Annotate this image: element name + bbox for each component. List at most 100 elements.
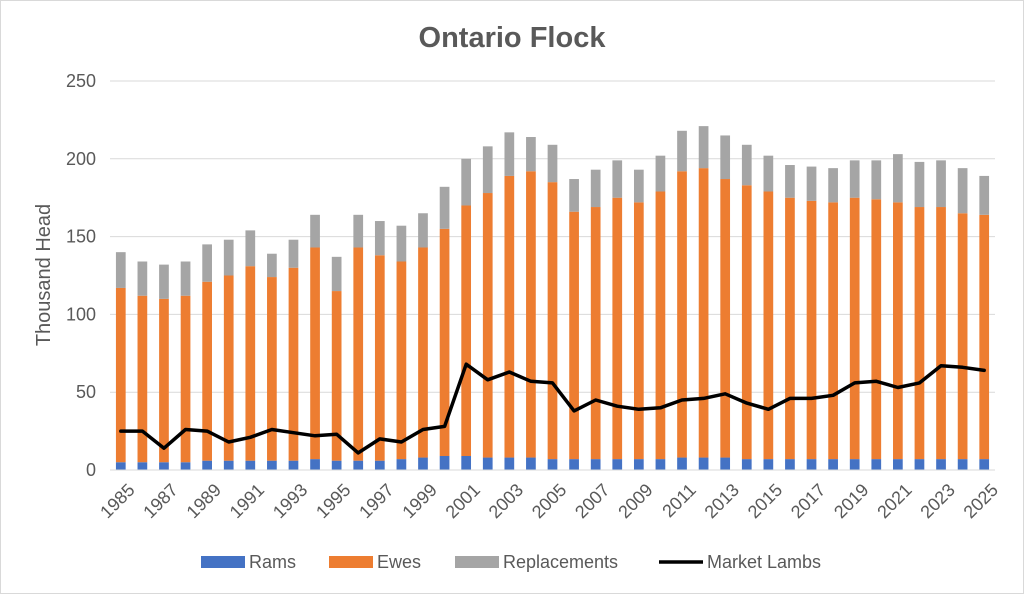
bar-replacements-1988 [180,261,191,296]
bar-rams-2002 [482,457,493,470]
market-lambs-line-group [119,362,986,455]
bar-ewes-2012 [698,168,709,458]
bar-ewes-1990 [223,275,234,461]
y-tick-label: 200 [66,149,96,169]
bar-replacements-2003 [504,132,515,176]
bar-rams-1990 [223,460,234,470]
bar-ewes-1985 [115,287,126,463]
bar-rams-2020 [871,459,882,470]
bar-ewes-2013 [720,179,731,458]
bar-replacements-1993 [288,239,299,268]
bar-replacements-2013 [720,135,731,180]
bar-replacements-2018 [828,168,838,203]
bar-rams-2004 [526,457,536,470]
bar-ewes-2019 [849,197,860,460]
legend-label-ewes: Ewes [377,552,421,572]
bar-ewes-1996 [353,247,364,461]
y-tick-labels: 0 50 100 150 200 250 [66,71,96,480]
bar-replacements-2015 [763,155,774,192]
bar-replacements-2008 [612,160,623,198]
bar-ewes-2008 [612,197,623,460]
bar-ewes-2009 [633,202,644,460]
bar-ewes-2017 [806,200,817,460]
legend-swatch-replacements [455,556,499,568]
y-tick-label: 150 [66,227,96,247]
bar-ewes-2015 [763,191,774,460]
bar-replacements-1994 [310,214,320,248]
bar-rams-1985 [115,462,126,470]
bar-rams-1998 [396,459,407,470]
bar-rams-2008 [612,459,623,470]
bar-ewes-2022 [914,207,925,460]
bar-replacements-2011 [677,130,687,172]
bar-rams-1993 [288,460,299,470]
bar-ewes-2003 [504,175,515,458]
bar-replacements-2019 [849,160,860,198]
bar-ewes-1987 [159,298,169,463]
bar-rams-1995 [331,460,342,470]
bar-replacements-2010 [655,155,666,192]
bar-ewes-2025 [979,214,990,460]
y-tick-label: 0 [86,460,96,480]
bar-replacements-2005 [547,144,558,183]
bar-replacements-1995 [331,256,342,292]
bar-replacements-2023 [936,160,946,208]
bar-replacements-2001 [461,158,472,206]
bar-replacements-2016 [785,165,795,198]
bar-replacements-2012 [698,126,709,169]
y-axis-label: Thousand Head [33,204,55,346]
bar-rams-2007 [590,459,601,470]
bar-replacements-1986 [137,261,148,296]
bar-replacements-1992 [267,253,277,278]
bar-ewes-1999 [418,247,428,458]
bar-replacements-2004 [526,137,536,172]
bar-ewes-2021 [893,202,903,460]
bar-rams-1992 [267,460,277,470]
bar-ewes-1991 [245,266,256,461]
bar-ewes-2000 [439,228,450,456]
bar-replacements-2021 [893,154,903,203]
bar-rams-1999 [418,457,428,470]
bar-ewes-1997 [374,255,385,461]
bar-rams-2025 [979,459,990,470]
bar-replacements-1989 [202,244,212,282]
bar-rams-2019 [849,459,860,470]
bar-rams-2012 [698,457,709,470]
bar-rams-2013 [720,457,731,470]
bar-ewes-1986 [137,295,148,463]
bar-ewes-1994 [310,247,320,460]
bar-ewes-2002 [482,193,493,458]
bar-rams-1986 [137,462,148,470]
bar-replacements-2014 [741,144,752,186]
bar-ewes-2006 [569,211,579,460]
bar-rams-2016 [785,459,795,470]
bar-replacements-1998 [396,225,407,262]
bar-rams-1996 [353,460,364,470]
bar-rams-1991 [245,460,256,470]
bar-replacements-1987 [159,264,169,299]
bar-rams-2006 [569,459,579,470]
bar-replacements-2002 [482,146,493,194]
bar-ewes-2004 [526,171,536,458]
bar-rams-2011 [677,457,687,470]
bar-rams-2023 [936,459,946,470]
bar-rams-2017 [806,459,817,470]
bar-rams-1997 [374,460,385,470]
bar-replacements-2025 [979,175,990,215]
bar-replacements-2007 [590,169,601,208]
bar-replacements-1991 [245,230,256,267]
bar-ewes-2005 [547,182,558,460]
legend-label-replacements: Replacements [503,552,618,572]
legend-swatch-ewes [329,556,373,568]
y-tick-label: 250 [66,71,96,91]
bar-ewes-1988 [180,295,191,463]
bars [115,126,990,470]
bar-replacements-2024 [957,168,968,214]
bar-replacements-2006 [569,179,579,212]
bar-ewes-2011 [677,171,687,458]
bar-rams-2021 [893,459,903,470]
bar-rams-2010 [655,459,666,470]
bar-replacements-2020 [871,160,882,200]
